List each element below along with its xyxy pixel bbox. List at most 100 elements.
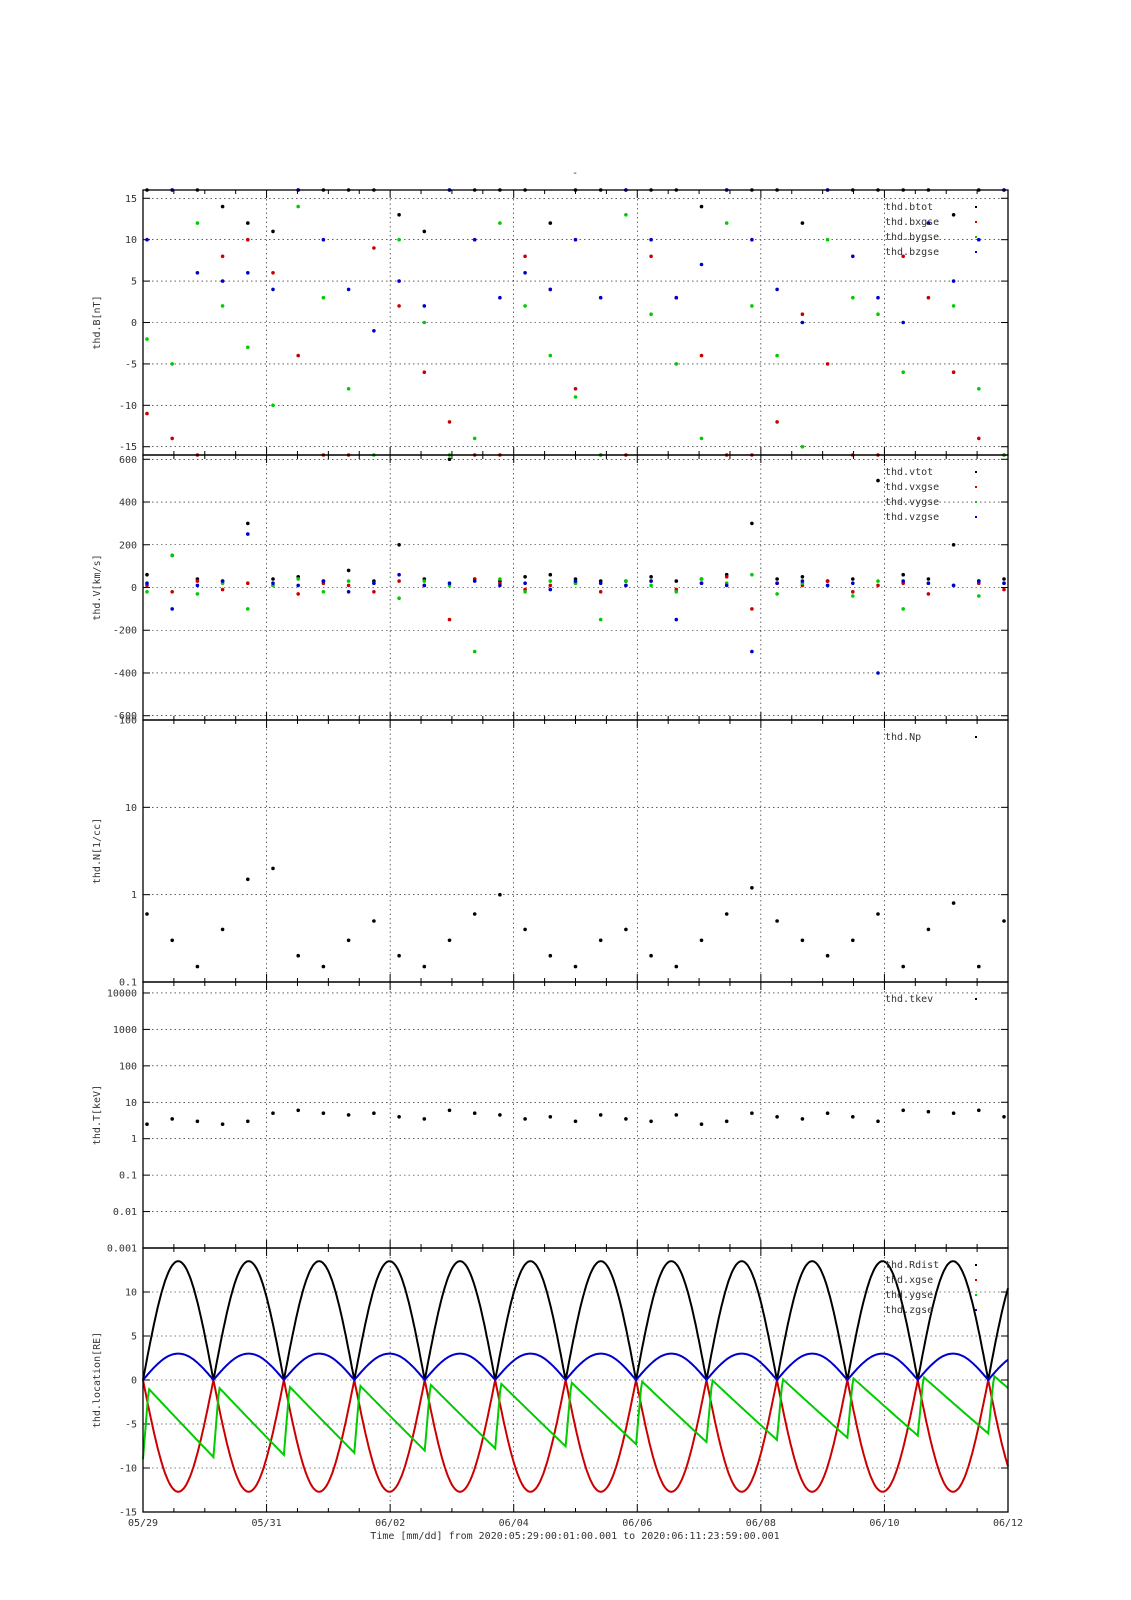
data-point (851, 577, 855, 581)
data-point (699, 436, 704, 441)
data-point (977, 237, 981, 242)
data-point (346, 583, 351, 588)
panel-3: 0.1 1 10 100 thd.N[1/cc] thd.Np (92, 716, 1009, 989)
data-point (724, 575, 729, 579)
data-point (271, 581, 275, 585)
data-point (472, 912, 477, 916)
data-point (1002, 919, 1006, 923)
y-tick-label: 10 (125, 1098, 137, 1109)
legend-label: thd.vxgse (885, 482, 939, 493)
series-thd-btot (145, 188, 1006, 234)
data-point (800, 575, 805, 579)
data-point (548, 353, 553, 358)
y-tick-label: 0.1 (119, 978, 137, 989)
data-point (271, 577, 275, 581)
data-point (977, 579, 981, 583)
data-point (145, 237, 149, 242)
panel-frame (142, 719, 1009, 983)
data-point (372, 329, 376, 333)
data-point (951, 1111, 956, 1115)
data-point (951, 370, 956, 375)
legend-label: thd.btot (885, 202, 933, 213)
data-point (321, 590, 326, 594)
data-point (800, 1117, 805, 1121)
data-point (750, 572, 754, 577)
series-thd-vzgse (145, 532, 1006, 675)
data-point (699, 262, 704, 267)
data-point (220, 927, 225, 932)
data-point (498, 583, 502, 588)
data-point (800, 221, 805, 225)
y-tick-label: 0.01 (113, 1207, 137, 1218)
data-point (548, 587, 553, 592)
legend-label: thd.ygse (885, 1290, 933, 1301)
data-point (498, 295, 502, 300)
data-point (422, 964, 427, 969)
data-point (851, 590, 855, 594)
data-point (321, 964, 326, 969)
data-point (296, 953, 301, 958)
data-point (699, 938, 704, 943)
data-point (523, 581, 527, 585)
plot-area (145, 866, 1006, 969)
data-point (397, 1115, 401, 1119)
data-point (750, 521, 754, 526)
data-point (296, 577, 301, 581)
series-thd-bygse (145, 204, 1006, 457)
data-point (926, 1109, 931, 1114)
data-point (548, 583, 553, 588)
x-tick-label: 06/04 (499, 1518, 529, 1529)
data-point (926, 592, 931, 596)
data-point (750, 237, 754, 242)
data-point (170, 1117, 174, 1121)
data-point (422, 1117, 427, 1121)
legend-marker (975, 1279, 977, 1281)
data-point (447, 1108, 452, 1113)
y-tick-label: 400 (119, 498, 137, 509)
data-point (271, 403, 275, 408)
series-thd-tkev (145, 1108, 1006, 1126)
data-point (926, 581, 931, 585)
data-point (977, 387, 981, 391)
data-point (775, 420, 779, 424)
data-point (851, 254, 855, 259)
panel-4: 0.001 0.01 0.1 1 10 100 1000 10000 thd.T[keV] thd… (92, 981, 1009, 1255)
data-point (951, 279, 956, 283)
data-point (699, 577, 704, 581)
data-point (876, 671, 880, 675)
data-point (649, 312, 653, 317)
data-point (724, 1119, 729, 1124)
data-point (624, 1117, 628, 1121)
data-point (548, 287, 553, 292)
legend-marker (975, 1294, 977, 1296)
y-tick-label: 0 (131, 1376, 137, 1387)
data-point (397, 579, 401, 583)
data-point (825, 953, 830, 958)
data-point (472, 649, 477, 654)
data-point (397, 572, 401, 577)
data-point (372, 246, 376, 250)
data-point (397, 543, 401, 547)
data-point (447, 420, 452, 424)
data-point (649, 1119, 653, 1124)
legend-label: thd.Rdist (885, 1260, 939, 1271)
data-point (145, 411, 149, 416)
data-point (876, 478, 880, 483)
data-point (523, 254, 527, 259)
data-point (901, 607, 905, 611)
data-point (422, 579, 427, 583)
y-tick-label: 0.1 (119, 1171, 137, 1182)
data-point (372, 581, 376, 585)
series-line-thd-xgse (142, 1379, 1009, 1493)
x-tick-label: 06/12 (993, 1518, 1023, 1529)
plot-area (142, 1260, 1009, 1493)
x-tick-label: 06/02 (375, 1518, 405, 1529)
data-point (674, 295, 679, 300)
data-point (649, 579, 653, 583)
y-tick-label: 100 (119, 716, 137, 727)
legend-label: thd.bygse (885, 232, 939, 243)
data-point (523, 590, 527, 594)
data-point (901, 370, 905, 375)
data-point (220, 279, 225, 283)
data-point (598, 590, 603, 594)
